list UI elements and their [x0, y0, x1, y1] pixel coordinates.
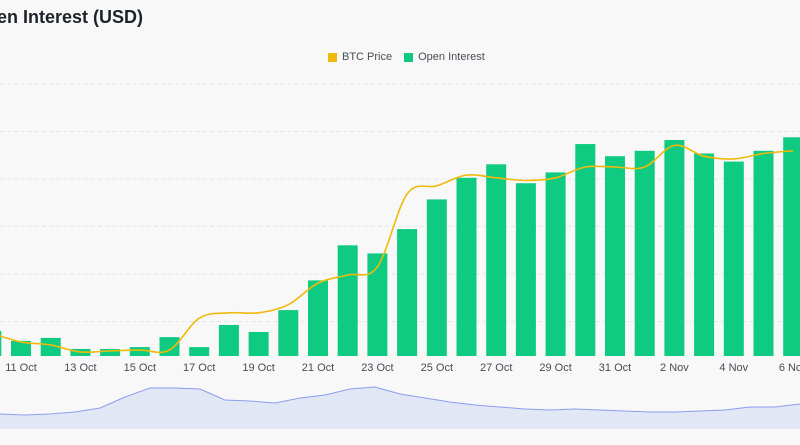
chart-title: en Interest (USD) — [0, 7, 144, 27]
open-interest-bar[interactable] — [367, 253, 388, 356]
open-interest-bar[interactable] — [634, 150, 655, 356]
open-interest-bar[interactable] — [308, 280, 328, 356]
open-interest-bar[interactable] — [456, 177, 477, 356]
open-interest-bar[interactable] — [189, 347, 210, 356]
open-interest-bar[interactable] — [11, 340, 31, 356]
x-tick-label: 21 Oct — [302, 362, 334, 374]
open-interest-bar[interactable] — [248, 331, 269, 356]
open-interest-bar[interactable] — [694, 153, 715, 357]
legend-swatch-open-interest — [404, 52, 414, 62]
open-interest-bar[interactable] — [218, 324, 239, 356]
legend-label-open-interest: Open Interest — [418, 51, 485, 63]
x-tick-label: 17 Oct — [183, 362, 215, 374]
open-interest-bar[interactable] — [753, 150, 774, 356]
x-tick-label: 25 Oct — [421, 362, 453, 374]
legend: BTC Price Open Interest — [328, 51, 485, 63]
open-interest-bar[interactable] — [397, 229, 418, 356]
open-interest-bar[interactable] — [426, 199, 447, 356]
open-interest-bar[interactable] — [783, 137, 800, 356]
open-interest-bar[interactable] — [545, 172, 566, 356]
open-interest-bar[interactable] — [129, 347, 150, 356]
legend-item-btc-price[interactable]: BTC Price — [328, 51, 392, 63]
x-tick-label: 27 Oct — [480, 362, 512, 374]
x-tick-label: 23 Oct — [361, 362, 393, 374]
legend-swatch-btc-price — [328, 52, 337, 62]
open-interest-bar[interactable] — [40, 337, 61, 356]
x-tick-label: 29 Oct — [539, 362, 571, 374]
open-interest-bar[interactable] — [0, 330, 2, 356]
navigator[interactable] — [0, 386, 800, 429]
open-interest-bar[interactable] — [723, 161, 744, 356]
legend-item-open-interest[interactable]: Open Interest — [404, 51, 485, 63]
btc-price-line — [0, 144, 794, 354]
open-interest-bar[interactable] — [337, 245, 358, 356]
open-interest-bar[interactable] — [159, 337, 180, 356]
x-tick-label: 31 Oct — [599, 362, 631, 374]
open-interest-bar[interactable] — [664, 140, 685, 356]
x-tick-label: 6 Nov — [779, 362, 800, 374]
navigator-area — [0, 387, 800, 429]
x-tick-label: 15 Oct — [124, 362, 156, 374]
open-interest-bar[interactable] — [278, 310, 299, 356]
x-tick-label: 19 Oct — [242, 362, 274, 374]
open-interest-bar[interactable] — [515, 183, 536, 356]
legend-label-btc-price: BTC Price — [342, 51, 393, 63]
x-tick-label: 4 Nov — [719, 362, 748, 374]
navigator-line — [0, 386, 800, 416]
open-interest-bar[interactable] — [486, 164, 507, 356]
x-tick-label: 13 Oct — [64, 362, 96, 374]
x-tick-label: 2 Nov — [660, 362, 689, 374]
open-interest-bar[interactable] — [575, 144, 596, 356]
open-interest-bar[interactable] — [100, 348, 121, 356]
x-tick-label: 11 Oct — [5, 362, 37, 374]
open-interest-bars — [0, 137, 800, 356]
x-axis-ticks: 11 Oct 13 Oct 15 Oct 17 Oct 19 Oct 21 Oct 23 O… — [5, 362, 800, 374]
open-interest-bar[interactable] — [605, 156, 625, 356]
